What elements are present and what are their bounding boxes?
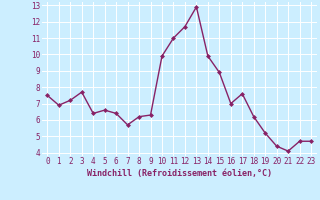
X-axis label: Windchill (Refroidissement éolien,°C): Windchill (Refroidissement éolien,°C) <box>87 169 272 178</box>
